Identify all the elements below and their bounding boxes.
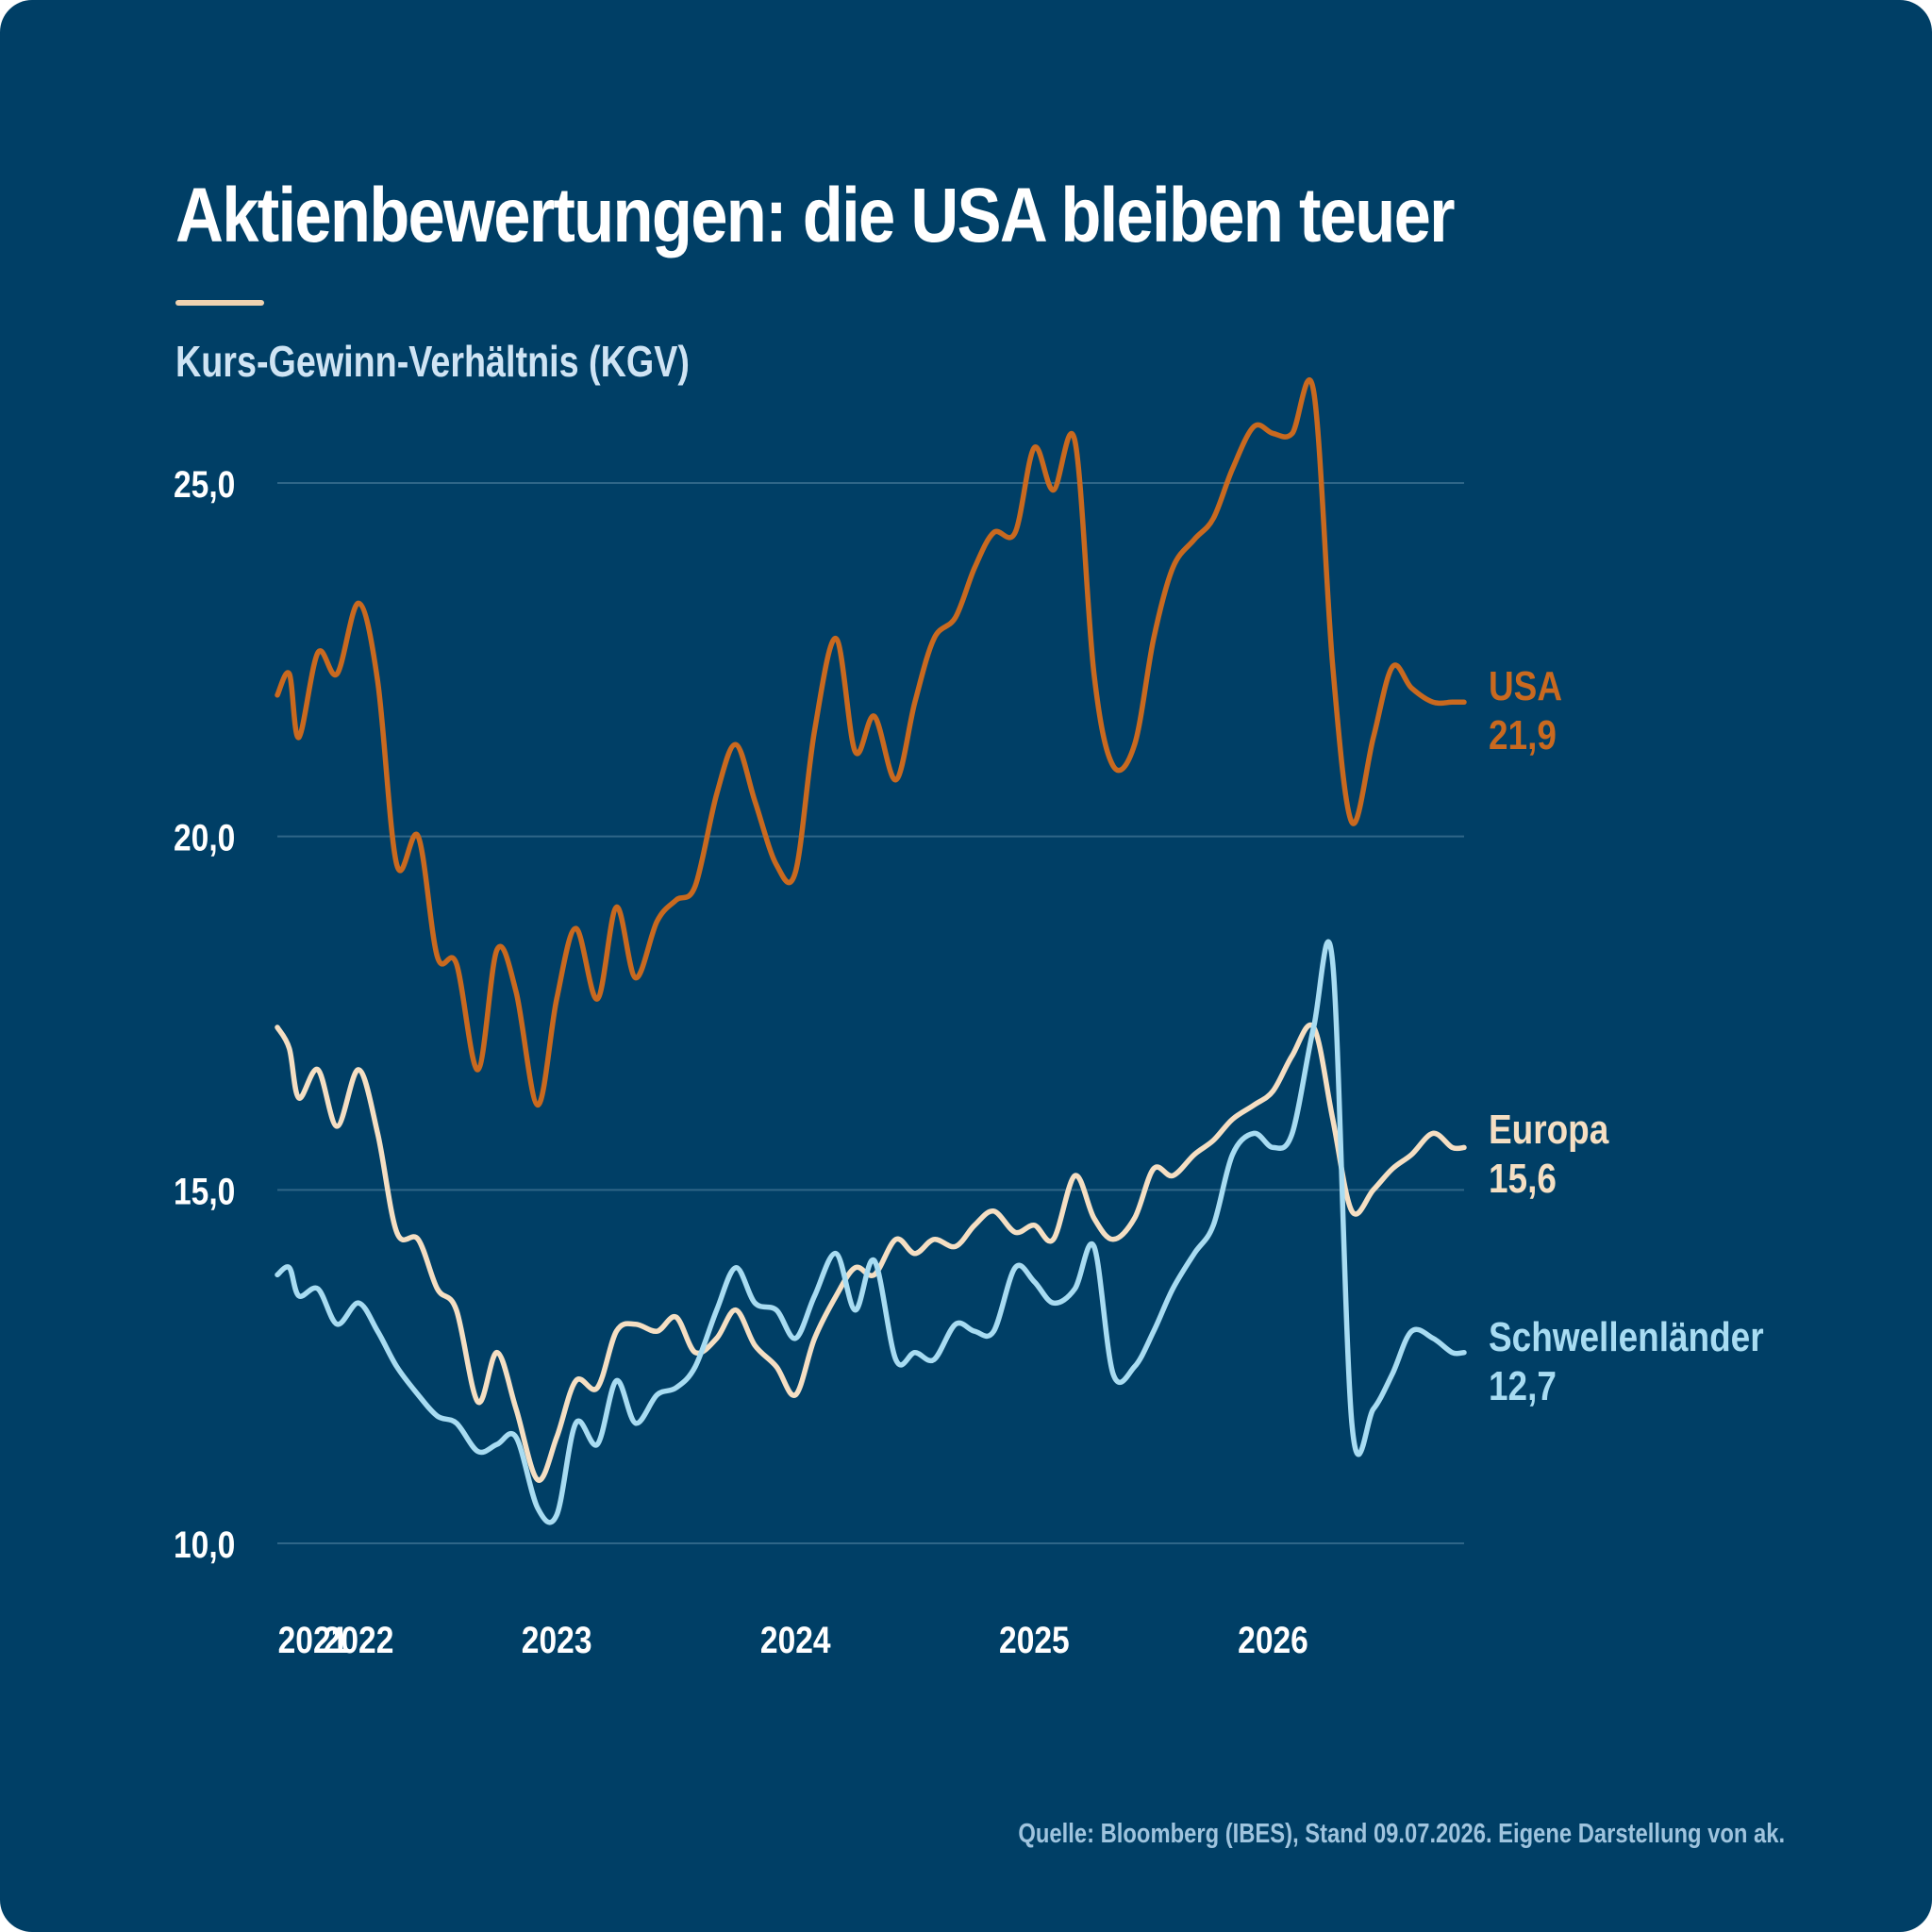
x-tick-label: 2022 xyxy=(324,1619,394,1660)
x-tick-label: 2021 xyxy=(278,1619,349,1660)
y-tick-label: 20,0 xyxy=(174,817,235,858)
y-axis-ticks: 25,0 20,0 15,0 10,0 xyxy=(174,463,235,1565)
source-note: Quelle: Bloomberg (IBES), Stand 09.07.20… xyxy=(1018,1819,1785,1849)
series-name-label: Europa xyxy=(1489,1106,1609,1153)
grid-lines xyxy=(277,482,1464,1544)
series-value-label: 15,6 xyxy=(1489,1155,1557,1202)
series-line-usa xyxy=(275,377,1467,1108)
series-line-europa xyxy=(275,1022,1467,1483)
x-tick-label: 2023 xyxy=(522,1619,592,1660)
y-tick-label: 25,0 xyxy=(174,463,235,505)
series-line-schwellenlaender xyxy=(275,939,1467,1525)
y-tick-label: 10,0 xyxy=(174,1524,235,1565)
x-tick-label: 2026 xyxy=(1238,1619,1308,1660)
x-tick-label: 2025 xyxy=(999,1619,1070,1660)
x-tick-label: 2024 xyxy=(760,1619,831,1660)
title-accent-bar xyxy=(175,300,264,306)
series-name-label: USA xyxy=(1489,662,1562,709)
series-value-label: 12,7 xyxy=(1489,1362,1557,1409)
chart-title: Aktienbewertungen: die USA bleiben teuer xyxy=(175,173,1456,258)
series-name-label: Schwellenländer xyxy=(1489,1313,1764,1360)
chart-subtitle: Kurs-Gewinn-Verhältnis (KGV) xyxy=(175,337,690,386)
series-value-label: 21,9 xyxy=(1489,711,1557,758)
series-lines xyxy=(275,377,1467,1525)
y-tick-label: 15,0 xyxy=(174,1171,235,1212)
